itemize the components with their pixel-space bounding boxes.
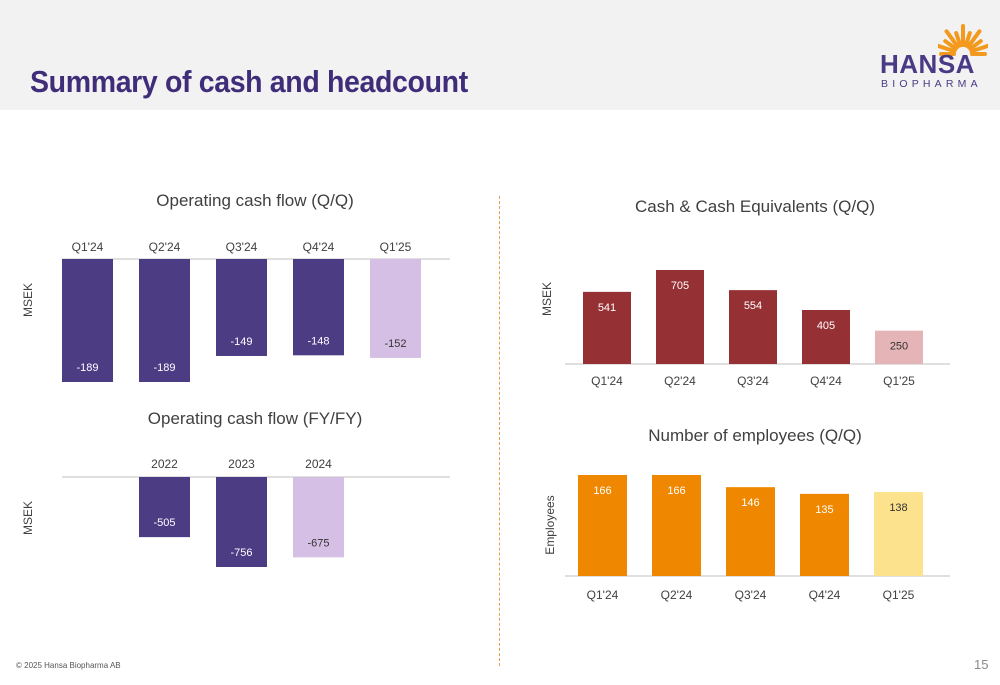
ocf-fy-bar	[293, 477, 344, 558]
chart-operating-cash-flow-qq: Operating cash flow (Q/Q) MSEK Q1'24 -189 Q2…	[21, 191, 450, 382]
ocf-qq-tick: Q1'25	[380, 240, 412, 254]
cash-qq-data-label: 541	[598, 302, 616, 314]
emp-qq-bar	[652, 475, 701, 576]
ocf-qq-bar	[62, 259, 113, 382]
cash-qq-tick: Q1'25	[883, 374, 915, 388]
emp-qq-data-label: 166	[593, 485, 611, 497]
sun-ray	[963, 31, 972, 48]
ocf-qq-bar	[216, 259, 267, 356]
emp-qq-data-label: 135	[815, 504, 833, 516]
emp-qq-data-label: 138	[889, 502, 907, 514]
ocf-qq-tick: Q3'24	[226, 240, 258, 254]
ocf-qq-data-label: -152	[384, 338, 406, 350]
ocf-fy-title: Operating cash flow (FY/FY)	[148, 409, 362, 428]
emp-qq-data-label: 166	[667, 485, 685, 497]
cash-qq-bar	[729, 290, 777, 364]
sun-icon	[938, 24, 988, 56]
logo-word: HANSA	[880, 49, 975, 79]
cash-qq-tick: Q2'24	[664, 374, 696, 388]
emp-qq-ylabel: Employees	[543, 495, 557, 554]
cash-qq-data-label: 250	[890, 341, 908, 353]
cash-qq-title: Cash & Cash Equivalents (Q/Q)	[635, 197, 875, 216]
emp-qq-data-label: 146	[741, 497, 759, 509]
cash-qq-bar	[656, 270, 704, 364]
ocf-qq-data-label: -189	[76, 362, 98, 374]
hansa-logo: HANSA BIOPHARMA	[878, 14, 988, 94]
ocf-qq-tick: Q2'24	[149, 240, 181, 254]
emp-qq-tick: Q4'24	[809, 588, 841, 602]
emp-qq-tick: Q1'24	[587, 588, 619, 602]
cash-qq-tick: Q1'24	[591, 374, 623, 388]
cash-qq-bar	[802, 310, 850, 364]
ocf-fy-ylabel: MSEK	[21, 501, 35, 535]
ocf-fy-bar	[139, 477, 190, 538]
ocf-qq-ylabel: MSEK	[21, 283, 35, 317]
column-divider	[499, 196, 500, 666]
ocf-qq-bar	[139, 259, 190, 382]
sun-ray	[968, 39, 983, 51]
ocf-fy-data-label: -756	[230, 547, 252, 559]
page-number: 15	[974, 657, 989, 672]
sun-ray	[944, 29, 960, 49]
header-band	[0, 0, 1000, 110]
ocf-qq-bar	[370, 259, 421, 358]
ocf-fy-data-label: -505	[153, 517, 175, 529]
ocf-qq-bar	[293, 259, 344, 356]
chart-cash-equivalents-qq: Cash & Cash Equivalents (Q/Q) MSEK Q1'24 54…	[540, 197, 950, 388]
page-title: Summary of cash and headcount	[30, 64, 468, 99]
ocf-qq-data-label: -148	[307, 335, 329, 347]
cash-qq-bar	[875, 330, 923, 364]
ocf-qq-title: Operating cash flow (Q/Q)	[156, 191, 353, 210]
emp-qq-bar	[800, 493, 849, 576]
chart-operating-cash-flow-fyfy: Operating cash flow (FY/FY) MSEK 2022 -505 2…	[21, 409, 450, 567]
ocf-fy-tick: 2023	[228, 457, 255, 471]
emp-qq-bar	[578, 475, 627, 576]
cash-qq-tick: Q4'24	[810, 374, 842, 388]
chart-employees-qq: Number of employees (Q/Q) Employees Q1'24 1…	[543, 426, 950, 602]
ocf-qq-tick: Q4'24	[303, 240, 335, 254]
ocf-qq-data-label: -149	[230, 336, 252, 348]
emp-qq-tick: Q2'24	[661, 588, 693, 602]
cash-qq-bar	[583, 291, 631, 364]
ocf-fy-tick: 2022	[151, 457, 178, 471]
logo-subtitle: BIOPHARMA	[881, 78, 982, 90]
ocf-fy-data-label: -675	[307, 537, 329, 549]
cash-qq-tick: Q3'24	[737, 374, 769, 388]
sun-ray	[969, 43, 988, 54]
sun-ray	[966, 29, 982, 49]
emp-qq-title: Number of employees (Q/Q)	[648, 426, 862, 445]
ocf-qq-tick: Q1'24	[72, 240, 104, 254]
footer-copyright: © 2025 Hansa Biopharma AB	[16, 661, 121, 670]
ocf-qq-data-label: -189	[153, 362, 175, 374]
sun-ray	[943, 39, 958, 51]
emp-qq-bar	[726, 487, 775, 576]
ocf-fy-bar	[216, 477, 267, 567]
emp-qq-bar	[874, 492, 923, 576]
ocf-fy-tick: 2024	[305, 457, 332, 471]
cash-qq-data-label: 554	[744, 300, 762, 312]
sun-ray	[954, 31, 963, 48]
cash-qq-ylabel: MSEK	[540, 282, 554, 316]
cash-qq-data-label: 705	[671, 280, 689, 292]
emp-qq-tick: Q1'25	[883, 588, 915, 602]
cash-qq-data-label: 405	[817, 320, 835, 332]
sun-ray	[938, 43, 957, 54]
emp-qq-tick: Q3'24	[735, 588, 767, 602]
